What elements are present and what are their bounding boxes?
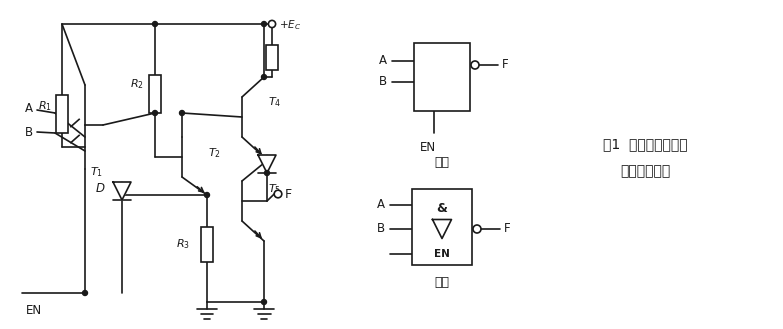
Bar <box>149 75 161 113</box>
Text: &: & <box>437 203 447 215</box>
Polygon shape <box>432 219 452 239</box>
Text: $R_2$: $R_2$ <box>130 77 144 91</box>
Text: 图1  高电平使能的三: 图1 高电平使能的三 <box>603 137 687 151</box>
Circle shape <box>153 111 157 115</box>
Bar <box>414 43 470 111</box>
Circle shape <box>179 111 185 115</box>
Text: 国标: 国标 <box>435 276 449 290</box>
Text: 态门电路结构: 态门电路结构 <box>620 164 670 178</box>
Text: EN: EN <box>26 305 42 317</box>
Text: $+E_C$: $+E_C$ <box>279 18 301 32</box>
Bar <box>412 189 472 265</box>
Text: EN: EN <box>434 249 450 259</box>
Text: F: F <box>504 222 511 236</box>
Text: F: F <box>285 188 292 200</box>
Circle shape <box>274 190 282 198</box>
Text: B: B <box>377 222 385 236</box>
Circle shape <box>473 225 481 233</box>
Text: B: B <box>379 75 387 89</box>
Text: $T_5$: $T_5$ <box>268 182 281 196</box>
Text: EN: EN <box>420 141 436 154</box>
Circle shape <box>262 74 266 80</box>
Text: A: A <box>377 198 385 212</box>
Text: D: D <box>96 183 105 195</box>
Circle shape <box>265 170 269 175</box>
Text: F: F <box>502 59 509 71</box>
Text: A: A <box>25 103 33 115</box>
Circle shape <box>262 299 266 305</box>
Bar <box>56 95 68 133</box>
Text: 惯用: 惯用 <box>435 157 449 169</box>
Circle shape <box>269 21 275 27</box>
Polygon shape <box>258 155 276 173</box>
Circle shape <box>82 291 88 295</box>
Text: $T_4$: $T_4$ <box>268 95 281 109</box>
Circle shape <box>153 21 157 27</box>
Circle shape <box>204 192 210 197</box>
Circle shape <box>471 61 479 69</box>
Text: $R_1$: $R_1$ <box>38 99 52 113</box>
Bar <box>266 44 278 69</box>
Circle shape <box>262 21 266 27</box>
Text: B: B <box>25 125 33 139</box>
Bar <box>201 226 213 262</box>
Text: $R_3$: $R_3$ <box>176 237 190 251</box>
Circle shape <box>269 20 276 28</box>
Text: A: A <box>379 55 387 67</box>
Text: $T_1$: $T_1$ <box>90 165 103 179</box>
Polygon shape <box>113 182 131 200</box>
Text: $T_2$: $T_2$ <box>208 146 221 160</box>
